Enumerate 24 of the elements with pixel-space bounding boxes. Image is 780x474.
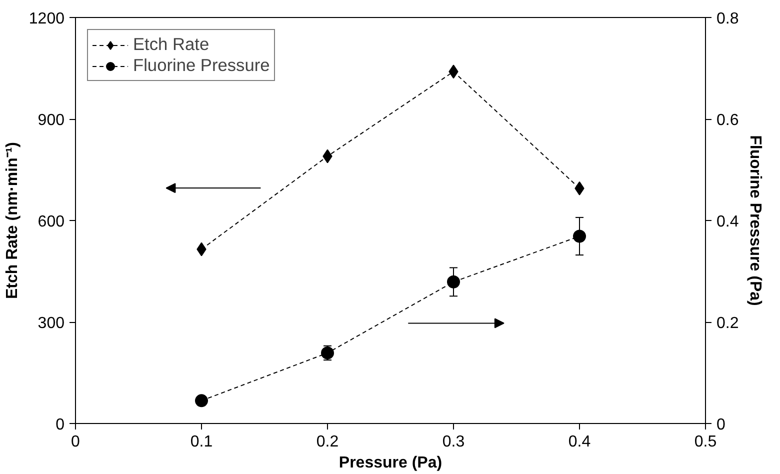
x-tick-label: 0	[71, 434, 80, 450]
x-axis-title: Pressure (Pa)	[338, 454, 442, 472]
y2-tick-label: 0	[716, 416, 726, 434]
legend-label: Etch Rate	[133, 34, 210, 55]
y-tick-label: 1200	[28, 10, 65, 28]
y-tick-label: 0	[56, 416, 65, 434]
x-tick-label: 0.5	[694, 434, 717, 450]
x-tick-label: 0.1	[190, 434, 213, 450]
point	[573, 230, 586, 243]
point	[195, 394, 208, 408]
y2-axis-title: Fluorine Pressure (Pa)	[746, 135, 764, 306]
x-tick-label: 0.4	[568, 434, 591, 450]
legend-label: Fluorine Pressure	[133, 55, 270, 76]
y2-tick-label: 0.2	[716, 315, 739, 332]
y2-tick-label: 0.4	[716, 214, 739, 230]
point	[447, 275, 460, 288]
y-tick-label: 300	[38, 315, 65, 332]
y-tick-label: 600	[38, 214, 65, 230]
x-tick-label: 0.3	[442, 434, 465, 450]
y-tick-label: 900	[38, 112, 65, 129]
y-axis-title: Etch Rate (nm·min⁻¹)	[4, 142, 21, 299]
y2-tick-label: 0.6	[716, 112, 739, 129]
y2-tick-label: 0.8	[716, 10, 739, 28]
x-tick-label: 0.2	[316, 434, 339, 450]
